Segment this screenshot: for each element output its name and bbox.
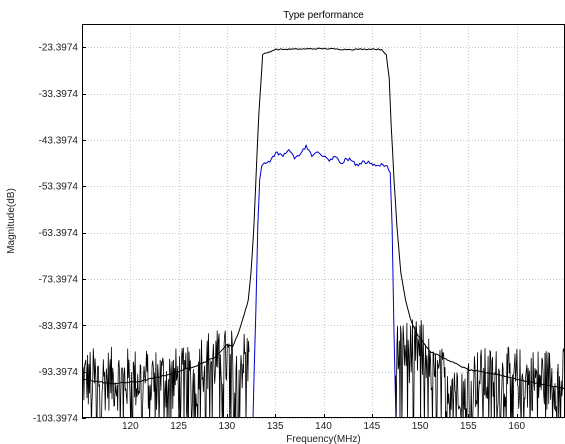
y-tick-label: -33.3974	[39, 89, 79, 100]
plot-area	[82, 47, 565, 418]
ticks: 120 125 130 135 140 145 150 155 160 -103.3974 -93.…	[33, 43, 526, 432]
chart-title: Type performance	[283, 10, 364, 21]
y-tick-label: -83.3974	[39, 321, 79, 332]
y-tick-label: -23.3974	[39, 43, 79, 54]
x-tick-label: 130	[219, 421, 236, 432]
x-tick-label: 140	[315, 421, 332, 432]
x-axis-title: Frequency(MHz)	[286, 434, 360, 444]
series-line-2	[252, 144, 397, 418]
x-tick-label: 155	[460, 421, 477, 432]
y-tick-label: -53.3974	[39, 182, 79, 193]
noise-floor-low	[82, 330, 250, 418]
noise-floor-high	[394, 319, 565, 418]
x-tick-label: 160	[508, 421, 525, 432]
y-tick-label: -43.3974	[39, 135, 79, 146]
x-tick-label: 150	[412, 421, 429, 432]
y-tick-label: -103.3974	[33, 414, 78, 425]
x-tick-label: 135	[267, 421, 284, 432]
y-tick-label: -93.3974	[39, 367, 79, 378]
x-tick-label: 125	[170, 421, 187, 432]
y-tick-label: -63.3974	[39, 228, 79, 239]
y-axis-title: Magnitude(dB)	[6, 188, 17, 254]
y-tick-label: -73.3974	[39, 274, 79, 285]
x-tick-label: 120	[122, 421, 139, 432]
x-tick-label: 145	[363, 421, 380, 432]
series-line-1	[82, 47, 565, 389]
